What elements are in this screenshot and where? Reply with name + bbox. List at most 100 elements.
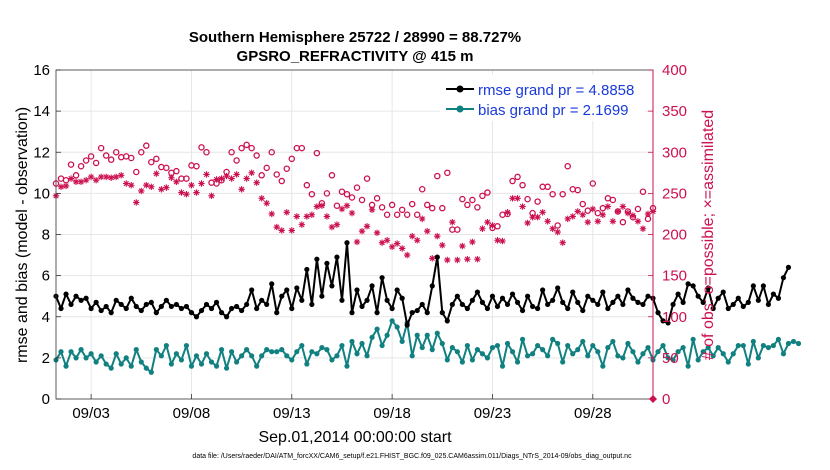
rmse-point [269, 281, 275, 287]
obs-assimilated-marker [148, 183, 155, 190]
bias-point [595, 349, 601, 355]
rmse-point [715, 295, 721, 301]
bias-point [234, 359, 240, 365]
obs-assimilated-marker [313, 203, 321, 210]
obs-assimilated-marker [228, 175, 235, 182]
bias-point [168, 361, 174, 367]
x-tick-label: 09/03 [72, 405, 110, 422]
obs-assimilated-marker [158, 186, 165, 193]
obs-assimilated-marker [424, 228, 431, 235]
bias-point [143, 365, 149, 371]
obs-possible-marker [158, 163, 165, 171]
obs-assimilated-marker [408, 232, 416, 240]
bias-point [239, 353, 245, 359]
obs-possible-marker [609, 196, 617, 204]
obs-assimilated-marker [268, 210, 275, 218]
rmse-point [249, 287, 255, 293]
rmse-point [780, 275, 787, 281]
bias-point [705, 344, 711, 351]
obs-possible-marker [153, 155, 160, 163]
rmse-point [399, 295, 405, 301]
rmse-point [700, 299, 706, 305]
obs-assimilated-marker [102, 173, 110, 181]
rmse-point [133, 303, 139, 310]
rmse-point [223, 314, 230, 320]
obs-possible-marker [107, 156, 115, 163]
rmse-point [479, 299, 486, 305]
bias-point [745, 361, 751, 367]
obs-possible-marker [303, 181, 311, 189]
rmse-point [494, 303, 501, 310]
obs-assimilated-marker [57, 183, 65, 190]
rmse-point [183, 303, 190, 310]
obs-assimilated-marker [123, 180, 130, 187]
rmse-point [319, 293, 325, 299]
obs-assimilated-marker [619, 203, 627, 210]
rmse-point [354, 287, 360, 293]
bias-point [580, 338, 586, 345]
y-tick-label-left: 16 [33, 62, 50, 79]
obs-assimilated-marker [469, 238, 476, 246]
y-tick-label-left: 2 [42, 350, 50, 367]
obs-possible-marker [203, 148, 210, 156]
obs-possible-marker [133, 168, 140, 176]
rmse-point [274, 310, 280, 316]
legend-bias-label: bias grand pr = 2.1699 [478, 102, 629, 119]
obs-assimilated-marker [308, 211, 316, 218]
rmse-point [349, 310, 355, 316]
rmse-point [449, 301, 455, 308]
rmse-point [555, 285, 561, 291]
rmse-point [424, 310, 430, 316]
bias-point [128, 363, 134, 369]
bias-point [339, 342, 345, 349]
bias-point [274, 349, 280, 355]
y-tick-label-left: 4 [42, 309, 50, 326]
obs-possible-marker [208, 179, 215, 186]
obs-assimilated-marker [333, 221, 341, 228]
obs-possible-marker [248, 144, 255, 152]
bias-point [374, 326, 380, 332]
y-tick-label-right: 150 [662, 268, 687, 285]
bias-point [695, 357, 701, 363]
obs-possible-marker [639, 188, 647, 195]
bias-point [419, 344, 425, 351]
obs-possible-marker [579, 200, 587, 208]
bias-point [529, 351, 536, 357]
bias-point [68, 349, 74, 355]
rmse-point [88, 305, 94, 312]
obs-possible-marker [198, 144, 205, 151]
rmse-point [409, 310, 415, 316]
obs-possible-marker [514, 173, 521, 181]
obs-possible-marker [423, 201, 431, 209]
obs-possible-marker [398, 206, 406, 214]
obs-possible-marker [183, 175, 190, 182]
rmse-point [113, 297, 119, 303]
y-tick-label-right: 350 [662, 103, 687, 120]
bias-point [394, 324, 400, 330]
rmse-point [499, 295, 506, 301]
obs-possible-marker [82, 157, 90, 164]
bias-point [264, 347, 270, 353]
obs-assimilated-marker [609, 218, 617, 225]
rmse-point [329, 283, 335, 289]
obs-assimilated-marker [278, 227, 285, 234]
obs-possible-marker [128, 154, 135, 162]
bias-point [254, 363, 260, 369]
rmse-point [484, 305, 491, 312]
bias-point [364, 353, 370, 359]
rmse-point [239, 307, 245, 314]
obs-assimilated-marker [529, 214, 536, 221]
bias-point [359, 340, 365, 347]
obs-assimilated-marker [82, 177, 90, 184]
rmse-point [434, 254, 440, 260]
obs-assimilated-marker [504, 209, 511, 216]
bias-point [349, 338, 355, 345]
bias-point [449, 344, 455, 351]
rmse-point [720, 289, 726, 295]
obs-possible-marker [163, 164, 170, 172]
bias-point [750, 338, 756, 345]
legend-rmse-label: rmse grand pr = 4.8858 [478, 82, 634, 99]
rmse-point [339, 297, 345, 303]
bias-point [494, 342, 501, 349]
x-tick-label: 09/23 [474, 405, 512, 422]
